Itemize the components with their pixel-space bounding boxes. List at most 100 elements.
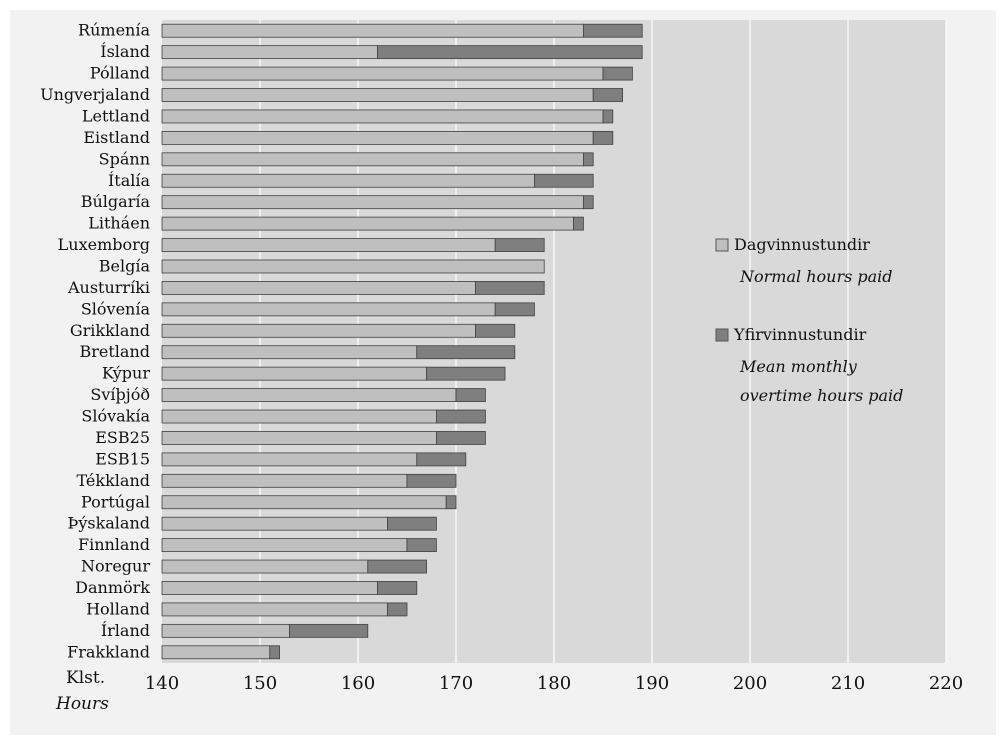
- bar-normal-4: [161, 109, 604, 124]
- bar-normal-15: [161, 345, 418, 360]
- bar-overtime-17: [455, 388, 486, 402]
- bar-overtime-20: [416, 452, 467, 467]
- category-label-17: Svíþjóð: [90, 385, 150, 404]
- category-label-26: Danmörk: [75, 578, 150, 597]
- bar-normal-5: [161, 130, 594, 145]
- category-label-4: Lettland: [82, 106, 150, 125]
- category-label-0: Rúmenía: [78, 21, 150, 40]
- bar-normal-26: [161, 581, 379, 595]
- category-label-28: Írland: [101, 620, 150, 640]
- x-tick-170: 170: [439, 673, 473, 694]
- bar-normal-1: [161, 45, 379, 60]
- category-label-15: Bretland: [79, 342, 150, 361]
- x-tick-190: 190: [635, 673, 669, 694]
- category-label-23: Þýskaland: [68, 514, 151, 533]
- bar-overtime-18: [435, 409, 486, 424]
- bar-overtime-16: [426, 366, 506, 381]
- bar-normal-29: [161, 645, 271, 660]
- bar-normal-2: [161, 66, 604, 81]
- legend-label-overtime-en-line2: overtime hours paid: [740, 386, 903, 405]
- x-tick-200: 200: [733, 673, 767, 694]
- x-tick-160: 160: [341, 673, 375, 694]
- bar-overtime-1: [377, 45, 643, 60]
- category-label-19: ESB25: [95, 428, 150, 447]
- category-label-8: Búlgaría: [81, 192, 151, 211]
- category-label-27: Holland: [86, 599, 150, 618]
- bar-overtime-28: [288, 623, 369, 638]
- bar-overtime-2: [602, 66, 633, 81]
- bar-normal-8: [161, 195, 584, 210]
- category-label-2: Pólland: [90, 64, 150, 83]
- bar-normal-18: [161, 409, 437, 424]
- x-axis-title: Klst. Hours: [55, 668, 109, 714]
- bar-overtime-24: [406, 538, 437, 553]
- x-axis-label-en: Hours: [55, 694, 109, 714]
- bar-overtime-0: [583, 23, 643, 38]
- x-tick-150: 150: [243, 673, 277, 694]
- x-axis-label: Klst.: [66, 668, 105, 688]
- bar-normal-0: [161, 23, 584, 38]
- category-label-7: Ítalía: [108, 170, 151, 190]
- legend-label-normal: Dagvinnustundir: [734, 235, 870, 254]
- category-label-12: Austurríki: [67, 278, 150, 297]
- bar-normal-22: [161, 495, 447, 510]
- category-label-1: Ísland: [100, 41, 150, 61]
- bar-normal-16: [161, 366, 428, 381]
- legend-label-overtime: Yfirvinnustundir: [733, 325, 867, 344]
- category-label-9: Litháen: [88, 214, 150, 233]
- bar-overtime-23: [386, 516, 437, 531]
- gridlines: [259, 20, 947, 663]
- category-label-21: Tékkland: [77, 471, 151, 490]
- bar-overtime-26: [377, 581, 418, 595]
- bar-overtime-22: [445, 495, 457, 510]
- bar-overtime-12: [475, 281, 545, 295]
- category-label-13: Slóvenía: [81, 299, 151, 318]
- bar-normal-27: [161, 602, 388, 617]
- bar-normal-20: [161, 452, 418, 467]
- bar-overtime-14: [475, 323, 516, 338]
- category-label-25: Noregur: [81, 557, 150, 576]
- bar-normal-24: [161, 538, 408, 553]
- bar-overtime-13: [494, 302, 535, 317]
- bar-normal-6: [161, 152, 584, 167]
- category-label-11: Belgía: [99, 256, 151, 275]
- bar-overtime-4: [602, 109, 614, 124]
- bar-overtime-6: [583, 152, 594, 167]
- bar-overtime-10: [494, 238, 545, 252]
- legend-label-normal-en: Normal hours paid: [739, 267, 893, 286]
- x-tick-labels: 140 150 160 170 180 190 200 210 220: [145, 673, 963, 694]
- category-label-18: Slóvakía: [81, 407, 150, 426]
- bar-normal-21: [161, 473, 408, 488]
- legend-swatch-normal: [715, 238, 729, 252]
- bar-overtime-9: [573, 216, 584, 231]
- x-tick-210: 210: [831, 673, 865, 694]
- bar-normal-23: [161, 516, 388, 531]
- legend-swatch-overtime: [715, 328, 729, 342]
- bar-normal-10: [161, 238, 496, 252]
- bar-normal-19: [161, 431, 437, 445]
- category-label-5: Eistland: [83, 128, 150, 147]
- category-label-29: Frakkland: [67, 642, 150, 661]
- bar-overtime-25: [367, 559, 427, 574]
- bar-overtime-29: [269, 645, 280, 660]
- bar-overtime-3: [592, 88, 624, 102]
- bar-normal-7: [161, 173, 535, 188]
- category-label-3: Ungverjaland: [40, 85, 150, 104]
- legend-label-overtime-en-line1: Mean monthly: [739, 357, 858, 376]
- chart-frame: Rúmenía Ísland Pólland Ungverjaland Lettland…: [10, 10, 996, 735]
- bar-overtime-8: [583, 195, 594, 210]
- category-label-24: Finnland: [78, 535, 150, 554]
- x-tick-220: 220: [929, 673, 963, 694]
- bar-normal-14: [161, 323, 477, 338]
- bar-normal-11: [161, 259, 545, 274]
- bar-overtime-27: [386, 602, 408, 617]
- x-tick-140: 140: [145, 673, 179, 694]
- legend-label-overtime-en: Mean monthly overtime hours paid: [739, 357, 903, 405]
- bar-normal-17: [161, 388, 457, 402]
- bar-overtime-5: [592, 130, 614, 145]
- category-label-20: ESB15: [95, 449, 150, 468]
- category-label-22: Portúgal: [81, 492, 150, 511]
- bar-normal-9: [161, 216, 575, 231]
- category-label-6: Spánn: [99, 149, 150, 168]
